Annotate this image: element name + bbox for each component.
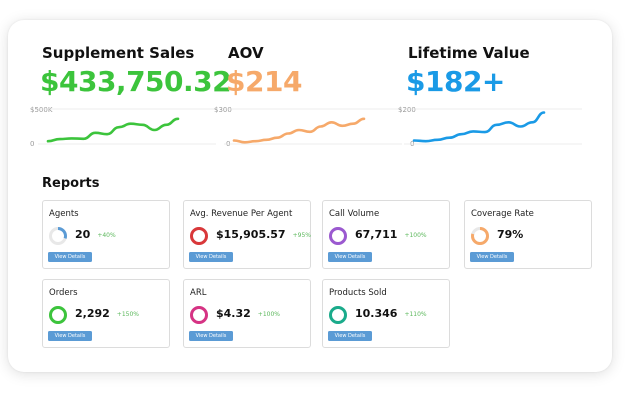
- report-card-value: 67,711: [355, 228, 398, 241]
- view-details-button[interactable]: View Details: [328, 331, 372, 341]
- axis-top-label: $500K: [30, 106, 53, 114]
- sparkline-chart: [224, 108, 402, 145]
- metric-value: $433,750.32: [40, 65, 232, 98]
- metric-title: AOV: [228, 44, 264, 62]
- report-card-label: Products Sold: [329, 288, 387, 298]
- ring-fill: [190, 306, 208, 324]
- report-card-change: +95%: [292, 232, 311, 239]
- ring-fill: [49, 227, 67, 245]
- sparkline-line: [232, 117, 366, 144]
- dashboard-panel: Supplement Sales $433,750.32 $500K 0 AOV…: [8, 20, 612, 372]
- progress-ring-icon: [190, 227, 208, 245]
- metric-title: Supplement Sales: [42, 44, 195, 62]
- report-card-label: Call Volume: [329, 209, 380, 219]
- view-details-button[interactable]: View Details: [470, 252, 514, 262]
- progress-ring-icon: [471, 227, 489, 245]
- report-card-products-sold: Products Sold 10.346 +110% View Details: [322, 279, 450, 348]
- report-card-change: +100%: [404, 232, 427, 239]
- progress-ring-icon: [329, 306, 347, 324]
- sparkline-line: [412, 111, 546, 143]
- view-details-button[interactable]: View Details: [48, 252, 92, 262]
- view-details-button[interactable]: View Details: [189, 252, 233, 262]
- report-card-label: Coverage Rate: [471, 209, 534, 219]
- sparkline-line: [46, 117, 180, 143]
- report-card-arl: ARL $4.32 +100% View Details: [183, 279, 311, 348]
- ring-fill: [329, 227, 347, 245]
- report-card-label: Orders: [49, 288, 78, 298]
- report-card-orders: Orders 2,292 +150% View Details: [42, 279, 170, 348]
- axis-top-label: $200: [398, 106, 416, 114]
- sparkline-chart: [404, 108, 582, 145]
- report-card-avg-revenue-per-agent: Avg. Revenue Per Agent $15,905.57 +95% V…: [183, 200, 311, 269]
- report-card-value: $4.32: [216, 307, 251, 320]
- view-details-button[interactable]: View Details: [189, 331, 233, 341]
- axis-top-label: $300: [214, 106, 232, 114]
- sparkline-chart: [38, 108, 216, 145]
- report-card-value: 2,292: [75, 307, 110, 320]
- view-details-button[interactable]: View Details: [328, 252, 372, 262]
- view-details-button[interactable]: View Details: [48, 331, 92, 341]
- report-card-label: ARL: [190, 288, 207, 298]
- progress-ring-icon: [329, 227, 347, 245]
- report-card-agents: Agents 20 +40% View Details: [42, 200, 170, 269]
- report-card-change: +150%: [116, 311, 139, 318]
- progress-ring-icon: [49, 306, 67, 324]
- progress-ring-icon: [49, 227, 67, 245]
- metric-value: $214: [226, 65, 302, 98]
- report-card-value: 10.346: [355, 307, 398, 320]
- report-card-value: $15,905.57: [216, 228, 286, 241]
- report-card-label: Agents: [49, 209, 79, 219]
- metric-value: $182+: [406, 65, 505, 98]
- reports-heading: Reports: [42, 176, 100, 191]
- report-card-value: 79%: [497, 228, 524, 241]
- report-card-label: Avg. Revenue Per Agent: [190, 209, 293, 219]
- report-card-change: +110%: [404, 311, 427, 318]
- report-card-change: +40%: [97, 232, 116, 239]
- report-card-value: 20: [75, 228, 91, 241]
- ring-fill: [49, 306, 67, 324]
- report-card-coverage-rate: Coverage Rate 79% View Details: [464, 200, 592, 269]
- metric-title: Lifetime Value: [408, 44, 530, 62]
- axis-bottom-label: 0: [30, 140, 35, 148]
- ring-fill: [329, 306, 347, 324]
- progress-ring-icon: [190, 306, 208, 324]
- ring-fill: [471, 227, 489, 245]
- ring-fill: [190, 227, 208, 245]
- report-card-change: +100%: [257, 311, 280, 318]
- report-card-call-volume: Call Volume 67,711 +100% View Details: [322, 200, 450, 269]
